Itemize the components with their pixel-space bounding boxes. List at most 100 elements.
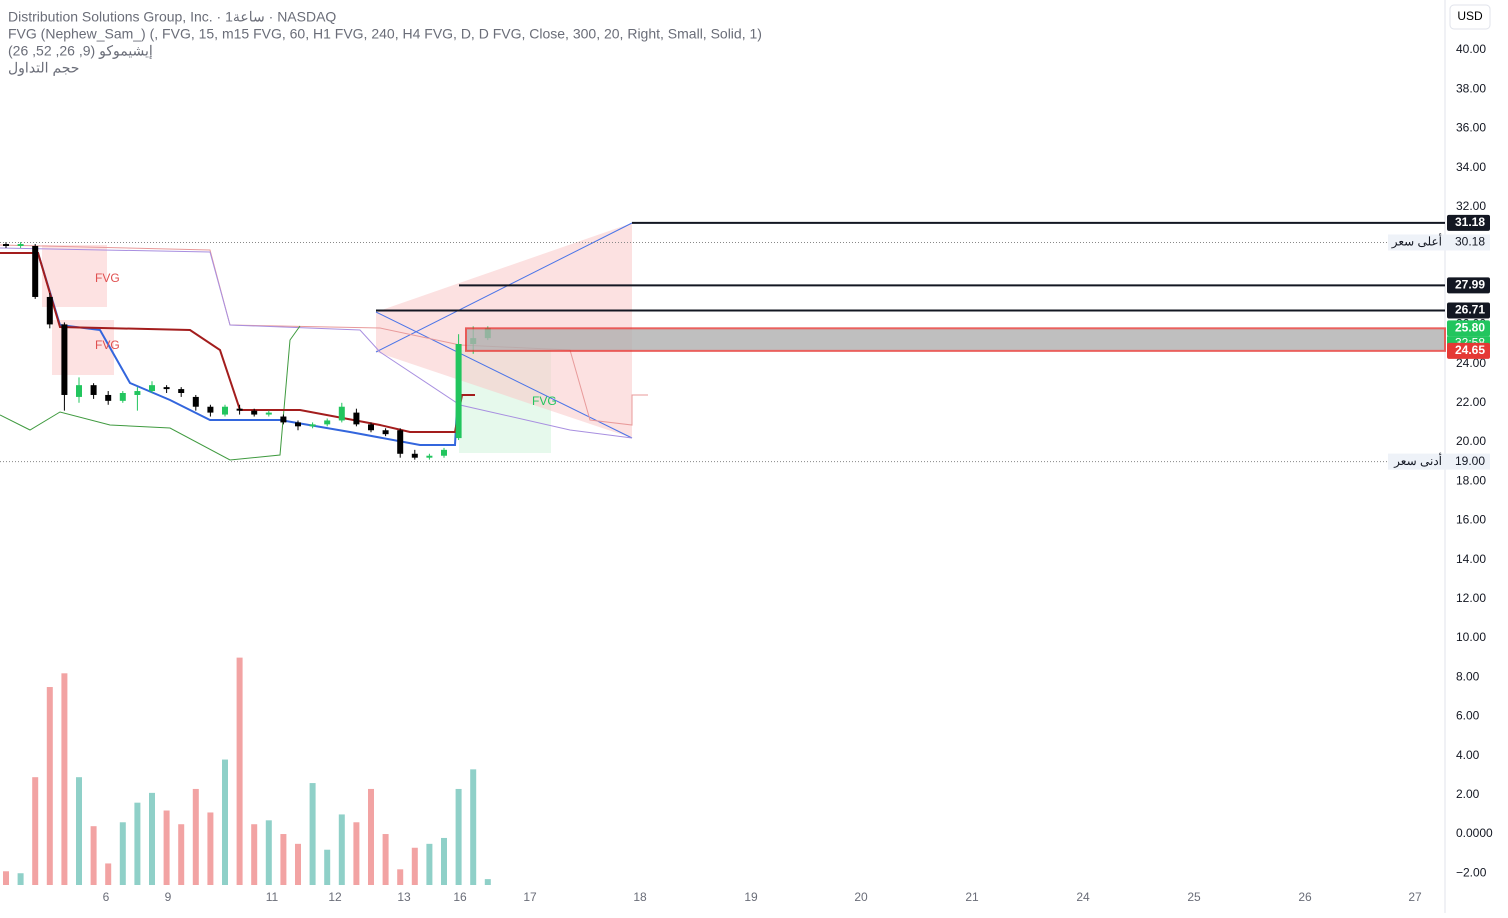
volume-bar (61, 673, 68, 885)
price-tag-label: 27.99 (1455, 278, 1485, 292)
candle-body (382, 430, 389, 435)
x-tick-label: 9 (165, 890, 172, 904)
candle-body (90, 385, 97, 395)
volume-bar (163, 810, 170, 885)
volume-bar (382, 834, 389, 885)
x-tick-label: 19 (744, 890, 758, 904)
indicator-ichimoku: إيشيموكو (9, 26, 52, 26) (8, 43, 153, 60)
candle-body (280, 416, 287, 423)
x-tick-label: 18 (633, 890, 647, 904)
volume-bar (484, 879, 491, 885)
volume-bar (368, 788, 374, 885)
volume-bar (17, 873, 24, 885)
candle-body (32, 245, 39, 297)
volume-bar (32, 777, 39, 885)
y-tick-label: 20.00 (1456, 434, 1486, 448)
y-tick-label: 38.00 (1456, 81, 1486, 95)
volume-bar (134, 802, 141, 885)
indicator-fvg: FVG (Nephew_Sam_) (, FVG, 15, m15 FVG, 6… (8, 26, 762, 42)
volume-bar (3, 871, 9, 885)
x-tick-label: 25 (1187, 890, 1201, 904)
extreme-tag (1388, 234, 1490, 251)
y-tick-label: 2.00 (1456, 787, 1480, 801)
x-tick-label: 12 (328, 890, 342, 904)
fvg-label: FVG (95, 271, 120, 285)
candle-body (192, 396, 199, 407)
candle-body (17, 244, 24, 246)
volume-bar (90, 826, 97, 885)
x-tick-label: 27 (1408, 890, 1422, 904)
y-tick-label: 4.00 (1456, 748, 1480, 762)
y-tick-label: 32.00 (1456, 199, 1486, 213)
volume-bar (397, 869, 404, 885)
candle-body (368, 424, 374, 431)
volume-bar (455, 788, 462, 885)
candle-body (455, 344, 462, 439)
candle-body (61, 324, 68, 395)
projection-line (375, 222, 633, 353)
volume-bar (295, 843, 301, 885)
y-tick-label: 40.00 (1456, 42, 1486, 56)
candle-body (251, 410, 258, 415)
price-tag-label: 26.71 (1455, 303, 1485, 317)
extreme-text: أدنى سعر (1393, 453, 1442, 468)
y-tick-label: 10.00 (1456, 630, 1486, 644)
currency[interactable]: USD (1457, 9, 1483, 23)
x-tick-label: 13 (397, 890, 411, 904)
y-tick-label: 14.00 (1456, 552, 1486, 566)
volume-bar (222, 759, 228, 885)
indicator-volume: حجم التداول (8, 60, 79, 77)
extreme-value: 30.18 (1455, 235, 1485, 249)
x-tick-label: 16 (453, 890, 467, 904)
price-tag-label: 31.18 (1455, 215, 1485, 229)
candle-body (441, 449, 447, 456)
volume-bar (470, 769, 477, 885)
y-tick-label: −2.00 (1456, 865, 1487, 879)
candle-body (149, 385, 155, 392)
candle-body (397, 430, 404, 454)
volume-bar (46, 687, 53, 885)
price-tag (1447, 320, 1490, 337)
volume-bar (207, 812, 214, 885)
cloud-edge (0, 247, 633, 439)
candle-body (105, 394, 112, 401)
candle-body (207, 406, 214, 413)
y-tick-label: 34.00 (1456, 160, 1486, 174)
extreme-tag (1388, 453, 1490, 470)
x-tick-label: 11 (266, 890, 279, 904)
candle-body (46, 296, 53, 325)
lagging-span (0, 325, 301, 461)
volume-bar (441, 837, 447, 885)
candle-body (134, 391, 141, 395)
volume-bar (324, 849, 331, 885)
extreme-value: 19.00 (1455, 454, 1485, 468)
candle-body (411, 453, 418, 458)
x-tick-label: 26 (1298, 890, 1312, 904)
volume-bar (178, 824, 185, 885)
price-tag (1447, 342, 1490, 359)
candle-body (309, 424, 316, 427)
y-tick-label: 12.00 (1456, 591, 1486, 605)
volume-bar (105, 863, 112, 885)
y-tick-label: 36.00 (1456, 121, 1486, 135)
candle-body (178, 389, 185, 394)
volume-bar (149, 792, 155, 885)
y-tick-label: 24.00 (1456, 356, 1486, 370)
fvg-label: FVG (532, 394, 557, 408)
volume-bar (426, 843, 433, 885)
candle-body (295, 422, 301, 427)
volume-bar (119, 822, 126, 885)
y-tick-label: 22.00 (1456, 395, 1486, 409)
y-tick-label: 6.00 (1456, 709, 1480, 723)
candle-body (338, 406, 345, 421)
candle-body (426, 455, 433, 458)
candle-body (265, 412, 272, 415)
candle-body (236, 408, 243, 411)
volume-bar (251, 824, 258, 885)
currency-button[interactable] (1449, 4, 1491, 30)
candle-body (353, 412, 360, 425)
price-tag (1447, 214, 1490, 231)
x-tick-label: 20 (854, 890, 868, 904)
fvg-box (42, 245, 107, 307)
